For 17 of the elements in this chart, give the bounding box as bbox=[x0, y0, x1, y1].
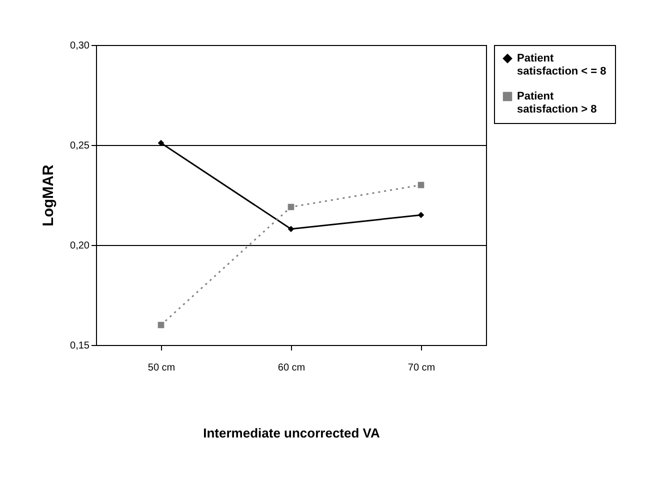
y-tick-label: 0,20 bbox=[70, 240, 90, 252]
x-tick-label: 60 cm bbox=[278, 362, 306, 374]
point bbox=[288, 226, 294, 232]
point bbox=[288, 204, 294, 210]
x-axis-title: Intermediate uncorrected VA bbox=[203, 426, 380, 440]
y-tick-label: 0,25 bbox=[70, 140, 90, 152]
point bbox=[158, 322, 164, 328]
point bbox=[158, 140, 164, 146]
x-tick-label: 50 cm bbox=[148, 362, 176, 374]
point bbox=[418, 182, 424, 188]
point bbox=[418, 212, 424, 218]
y-tick-label: 0,15 bbox=[70, 340, 90, 352]
y-axis-title: LogMAR bbox=[40, 164, 58, 226]
legend-label: Patient satisfaction < = 8 bbox=[517, 52, 606, 78]
legend-label: Patient satisfaction > 8 bbox=[517, 90, 597, 116]
x-tick-label: 70 cm bbox=[408, 362, 436, 374]
y-tick-label: 0,30 bbox=[70, 40, 90, 52]
